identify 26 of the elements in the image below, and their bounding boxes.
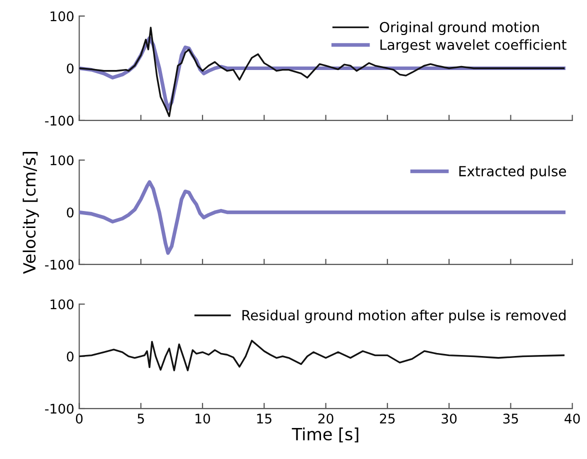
y-tick-label: 100: [50, 299, 74, 310]
x-tick-label: 15: [257, 414, 272, 424]
y-tick-label: 0: [66, 63, 74, 74]
y-axis-title: Velocity [cm/s]: [22, 152, 39, 274]
y-tick-label: -100: [45, 260, 74, 270]
line-series: [79, 340, 565, 372]
y-tick-label: 100: [50, 155, 74, 166]
y-tick-label: 0: [66, 208, 74, 218]
legend-label: Original ground motion: [380, 22, 539, 36]
y-tick-label: 0: [66, 352, 74, 362]
x-tick-label: 30: [442, 414, 457, 424]
x-axis-title: Time [s]: [292, 428, 358, 442]
y-tick-label: 100: [50, 11, 74, 22]
x-tick-label: 20: [318, 414, 334, 424]
y-tick-label: -100: [45, 116, 74, 126]
x-tick-label: 40: [564, 414, 580, 424]
x-tick-label: 25: [380, 414, 395, 424]
x-tick-label: 10: [196, 414, 210, 424]
x-tick-label: 5: [138, 414, 144, 424]
x-tick-label: 35: [503, 414, 518, 424]
legend-label: Residual ground motion after pulse is removed: [242, 310, 566, 324]
x-tick-label: 0: [76, 414, 83, 424]
legend-label: Largest wavelet coefficient: [380, 39, 566, 53]
legend-label: Extracted pulse: [459, 166, 566, 180]
y-tick-label: -100: [45, 404, 74, 414]
line-series: [79, 180, 566, 255]
